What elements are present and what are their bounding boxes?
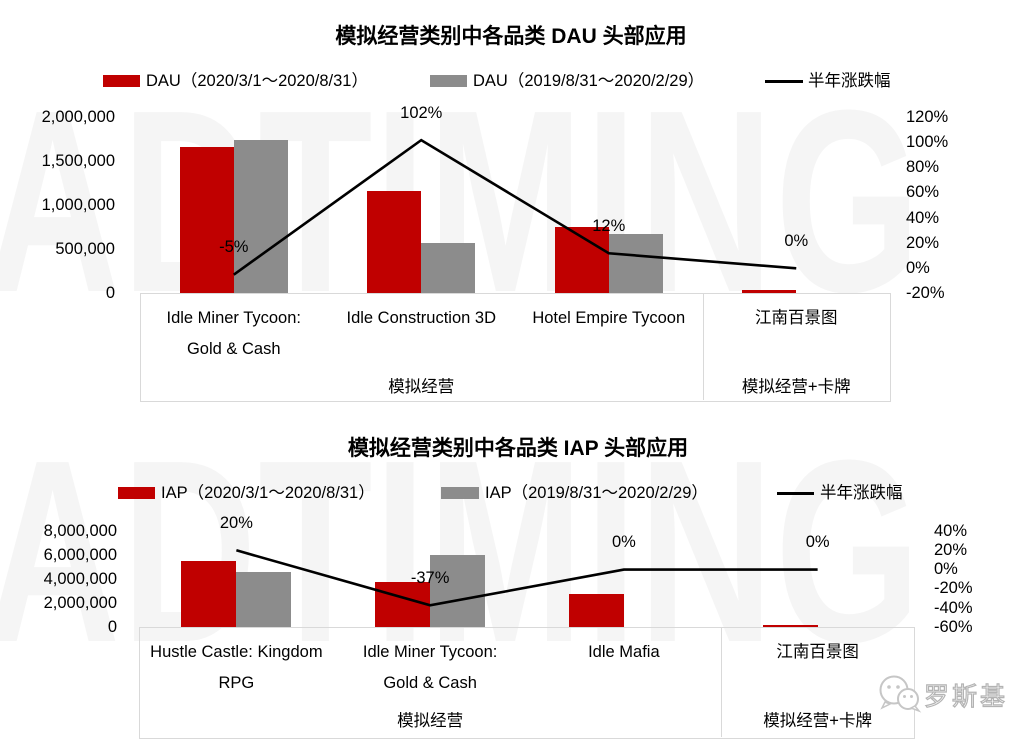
chart-title: 模拟经营类别中各品类 IAP 头部应用	[347, 437, 689, 460]
legend-line-swatch	[765, 79, 803, 83]
right-axis-tick: 80%	[906, 158, 940, 177]
right-axis-tick: 120%	[906, 108, 949, 126]
category-label: RPG	[218, 674, 255, 692]
category-label: Hustle Castle: Kingdom	[150, 643, 323, 661]
legend-swatch-series1	[118, 487, 155, 499]
right-axis-tick: -40%	[934, 598, 973, 617]
bar-previous-period	[430, 555, 486, 628]
category-label: Hotel Empire Tycoon	[532, 309, 686, 327]
group-label: 模拟经营+卡牌	[741, 377, 851, 396]
left-axis-tick: 2,000,000	[43, 593, 117, 612]
right-axis-tick: 20%	[906, 233, 940, 252]
left-axis-tick: 2,000,000	[41, 108, 115, 126]
category-label: 江南百景图	[755, 309, 838, 327]
watermark-adtiming-bottom: ADTIMING	[0, 407, 923, 697]
trend-point-label: 102%	[400, 103, 443, 122]
category-label: 江南百景图	[776, 643, 859, 661]
left-axis-tick: 0	[105, 284, 115, 302]
category-table	[139, 627, 915, 739]
bar-previous-period	[608, 233, 663, 294]
chart-title: 模拟经营类别中各品类 DAU 头部应用	[335, 25, 687, 48]
trend-point-label: -5%	[219, 238, 249, 257]
right-axis-tick: 40%	[906, 208, 940, 227]
left-axis-tick: 8,000,000	[43, 521, 117, 540]
left-axis-tick: 6,000,000	[43, 545, 117, 564]
bar-current-period	[181, 561, 237, 628]
wechat-icon	[879, 675, 922, 713]
right-axis-tick: -60%	[934, 618, 973, 636]
legend-label: IAP（2020/3/1～2020/8/31）	[161, 484, 375, 502]
bar-current-period	[762, 625, 818, 628]
legend-label: IAP（2019/8/31～2020/2/29）	[485, 484, 708, 502]
group-label: 模拟经营+卡牌	[763, 711, 872, 730]
brand-name: 罗斯基	[923, 682, 1009, 711]
category-table	[139, 293, 891, 402]
trend-point-label: 0%	[805, 533, 830, 552]
trend-point-label: 20%	[219, 513, 253, 532]
bar-current-period	[179, 147, 234, 294]
category-label: Gold & Cash	[383, 674, 477, 692]
trend-point-label: 0%	[611, 533, 636, 552]
group-label: 模拟经营	[388, 377, 455, 396]
right-axis-tick: 60%	[906, 183, 940, 202]
category-label: Idle Miner Tycoon:	[166, 309, 301, 327]
category-table-separator	[702, 293, 704, 400]
left-axis-tick: 0	[107, 618, 117, 636]
category-label: Idle Mafia	[588, 643, 660, 661]
left-axis-tick: 4,000,000	[43, 569, 117, 588]
group-label: 模拟经营	[397, 711, 464, 730]
watermark-adtiming-top: ADTIMING	[0, 57, 923, 347]
legend-line-swatch	[777, 491, 814, 495]
bar-current-period	[568, 594, 624, 628]
trend-point-label: 12%	[592, 216, 626, 235]
trend-point-label: -37%	[410, 568, 450, 587]
bar-current-period	[367, 191, 422, 294]
category-label: Idle Construction 3D	[346, 309, 497, 327]
right-axis-tick: 40%	[934, 521, 968, 540]
bar-current-period	[375, 582, 431, 628]
left-axis-tick: 500,000	[55, 240, 115, 258]
category-table-separator	[720, 627, 722, 737]
right-axis-tick: 0%	[906, 258, 930, 277]
right-axis-tick: 100%	[906, 133, 949, 152]
brand-footer: 罗斯基	[874, 674, 1008, 716]
legend-swatch-series2	[430, 75, 467, 87]
right-axis-tick: -20%	[934, 579, 973, 598]
left-axis-tick: 1,000,000	[41, 196, 115, 214]
legend-label: 半年涨跌幅	[808, 72, 891, 90]
left-axis-tick: 1,500,000	[41, 152, 115, 170]
category-label: Gold & Cash	[186, 340, 281, 358]
legend-swatch-series2	[441, 487, 479, 499]
category-label: Idle Miner Tycoon:	[362, 643, 498, 661]
right-axis-tick: 0%	[934, 560, 958, 579]
legend-label: 半年涨跌幅	[820, 484, 903, 502]
legend-label: DAU（2020/3/1～2020/8/31）	[146, 72, 368, 90]
legend-swatch-series1	[103, 75, 140, 87]
right-axis-tick: -20%	[906, 284, 945, 302]
bar-previous-period	[236, 572, 292, 628]
legend-label: DAU（2019/8/31～2020/2/29）	[473, 72, 705, 90]
trend-point-label: 0%	[784, 231, 809, 250]
bar-previous-period	[421, 243, 476, 294]
right-axis-tick: 20%	[934, 540, 968, 559]
bar-current-period	[742, 289, 797, 294]
